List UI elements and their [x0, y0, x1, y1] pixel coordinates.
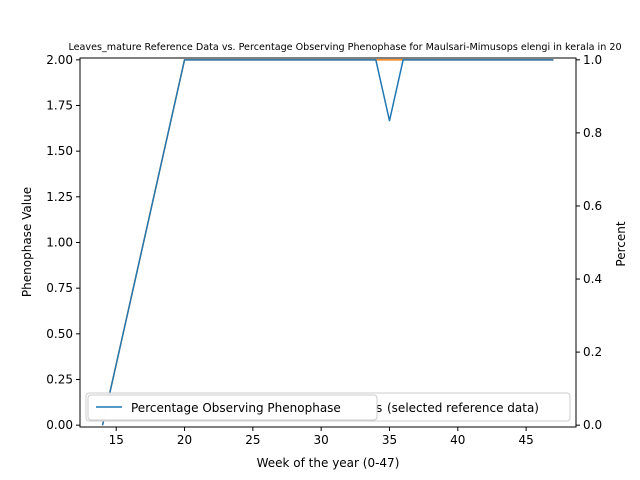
y-axis-right-label: Percent — [614, 221, 628, 266]
legend-secondary-overlap-glyph: s — [376, 401, 382, 415]
y-right-tick-label: 0.4 — [583, 272, 602, 286]
series-line-0 — [101, 59, 554, 426]
legend-primary-frame — [87, 394, 378, 421]
x-tick-label: 40 — [450, 433, 465, 447]
y-right-tick-label: 1.0 — [583, 53, 602, 67]
legend-primary-label: Percentage Observing Phenophase — [131, 401, 341, 415]
y-right-tick-label: 0.8 — [583, 126, 602, 140]
y-left-tick-label: 2.00 — [46, 53, 73, 67]
y-right-tick-label: 0.0 — [583, 418, 602, 432]
y-left-tick-label: 0.75 — [46, 281, 73, 295]
legend-secondary-label: (selected reference data) — [387, 401, 539, 415]
x-tick-label: 25 — [245, 433, 260, 447]
y-right-tick-label: 0.2 — [583, 345, 602, 359]
y-left-tick-label: 0.00 — [46, 418, 73, 432]
y-axis-left-label: Phenophase Value — [20, 187, 34, 297]
y-left-tick-label: 1.25 — [46, 190, 73, 204]
y-right-tick-label: 0.6 — [583, 199, 602, 213]
x-tick-label: 45 — [518, 433, 533, 447]
x-tick-label: 20 — [177, 433, 192, 447]
x-tick-label: 30 — [314, 433, 329, 447]
y-axis-right: 0.0 0.2 0.4 0.6 0.8 1.0 — [576, 53, 602, 432]
x-axis: 15 20 25 30 35 40 45 — [109, 427, 534, 447]
y-left-tick-label: 0.50 — [46, 327, 73, 341]
x-tick-label: 15 — [109, 433, 124, 447]
x-axis-label: Week of the year (0-47) — [257, 456, 400, 470]
chart-title: Leaves_mature Reference Data vs. Percent… — [68, 42, 621, 53]
x-tick-label: 35 — [382, 433, 397, 447]
series-layer — [101, 59, 554, 426]
y-left-tick-label: 0.25 — [46, 373, 73, 387]
y-left-tick-label: 1.00 — [46, 236, 73, 250]
y-left-tick-label: 1.50 — [46, 144, 73, 158]
legend-primary: Percentage Observing Phenophase — [87, 394, 378, 421]
y-left-tick-label: 1.75 — [46, 98, 73, 112]
y-axis-left: 0.00 0.25 0.50 0.75 1.00 1.25 1.50 1.75 2.00 — [46, 53, 80, 432]
